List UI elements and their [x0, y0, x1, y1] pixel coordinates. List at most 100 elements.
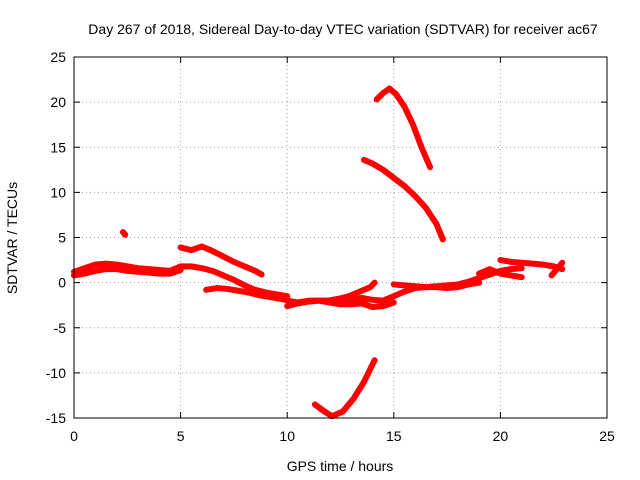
- data-point: [346, 293, 352, 299]
- data-point: [359, 300, 365, 307]
- x-tick-label: 15: [386, 428, 402, 444]
- data-point: [508, 259, 514, 265]
- data-point: [380, 303, 386, 309]
- data-point: [497, 257, 504, 263]
- data-point: [465, 281, 472, 288]
- data-point: [124, 268, 131, 274]
- ticks: 0 5 10 15 20 25 -15 -10 -5 0 5 10 15 20 25: [46, 49, 615, 444]
- data-point: [548, 272, 555, 279]
- x-tick-label: 0: [70, 428, 78, 444]
- chart-title: Day 267 of 2018, Sidereal Day-to-day VTE…: [88, 21, 598, 37]
- series-layer: [71, 85, 566, 420]
- data-point: [177, 267, 184, 273]
- series-isolated-point: [120, 229, 129, 238]
- data-point: [380, 90, 386, 96]
- data-point: [497, 270, 504, 277]
- data-point: [92, 261, 99, 268]
- data-point: [386, 85, 393, 92]
- data-point: [231, 277, 237, 283]
- data-point: [320, 407, 327, 414]
- data-point: [224, 286, 231, 292]
- data-point: [350, 396, 357, 402]
- data-point: [145, 269, 152, 276]
- data-point: [518, 259, 525, 266]
- data-point: [316, 297, 322, 304]
- data-point: [440, 236, 446, 243]
- data-point: [113, 261, 120, 268]
- data-point: [256, 292, 263, 299]
- data-point: [156, 270, 163, 277]
- data-point: [348, 301, 354, 308]
- data-point: [361, 157, 367, 163]
- data-point: [220, 272, 227, 279]
- data-point: [369, 304, 376, 310]
- data-point: [361, 379, 367, 385]
- data-point: [339, 408, 346, 415]
- data-point: [122, 231, 128, 238]
- data-point: [241, 263, 248, 270]
- data-point: [518, 265, 525, 271]
- y-tick-label: 15: [50, 139, 66, 155]
- data-point: [167, 270, 173, 277]
- y-tick-label: -10: [46, 365, 66, 381]
- data-point: [278, 296, 284, 302]
- data-point: [486, 266, 493, 272]
- series-line: [360, 156, 446, 243]
- y-tick-label: -15: [46, 410, 66, 426]
- data-point: [412, 283, 418, 290]
- series-arc-15-to-19: [390, 279, 483, 292]
- data-point: [391, 175, 397, 181]
- series-arc-19-to-21: [476, 266, 525, 281]
- data-point: [199, 265, 205, 271]
- data-point: [177, 244, 184, 251]
- data-point: [518, 274, 525, 281]
- data-point: [444, 285, 450, 291]
- data-point: [433, 221, 440, 227]
- x-tick-label: 25: [599, 428, 615, 444]
- series-arc-12-to-14: [324, 279, 378, 304]
- data-point: [284, 303, 291, 309]
- data-point: [412, 193, 418, 199]
- data-point: [337, 301, 344, 308]
- data-point: [312, 401, 318, 408]
- data-point: [422, 204, 429, 211]
- y-axis-label: SDTVAR / TECUs: [4, 182, 20, 294]
- data-point: [81, 270, 88, 277]
- data-point: [246, 289, 252, 296]
- data-point: [422, 284, 429, 290]
- data-point: [92, 268, 99, 274]
- data-point: [418, 144, 425, 151]
- data-point: [391, 299, 397, 306]
- data-point: [252, 268, 259, 274]
- data-point: [559, 259, 566, 266]
- series-secondary-arc-low: [203, 285, 293, 304]
- data-point: [203, 287, 209, 293]
- data-point: [391, 293, 397, 299]
- data-point: [476, 279, 482, 286]
- data-point: [508, 266, 514, 272]
- series-late-band-end: [548, 259, 566, 279]
- data-point: [356, 288, 363, 295]
- y-tick-label: 25: [50, 49, 66, 65]
- data-point: [373, 96, 380, 103]
- data-point: [401, 288, 408, 295]
- data-point: [258, 271, 265, 278]
- data-point: [476, 275, 482, 281]
- data-point: [267, 294, 273, 300]
- series-line: [373, 85, 434, 171]
- data-point: [529, 260, 536, 267]
- y-tick-label: 20: [50, 94, 66, 110]
- data-point: [540, 261, 546, 268]
- data-point: [401, 183, 408, 189]
- data-point: [103, 266, 109, 272]
- y-tick-label: -5: [54, 320, 67, 336]
- data-point: [113, 266, 120, 272]
- data-point: [401, 282, 408, 289]
- data-point: [393, 91, 399, 97]
- series-line: [311, 357, 378, 420]
- y-tick-label: 10: [50, 184, 66, 200]
- data-point: [380, 297, 386, 304]
- data-point: [235, 287, 241, 294]
- data-point: [401, 103, 408, 110]
